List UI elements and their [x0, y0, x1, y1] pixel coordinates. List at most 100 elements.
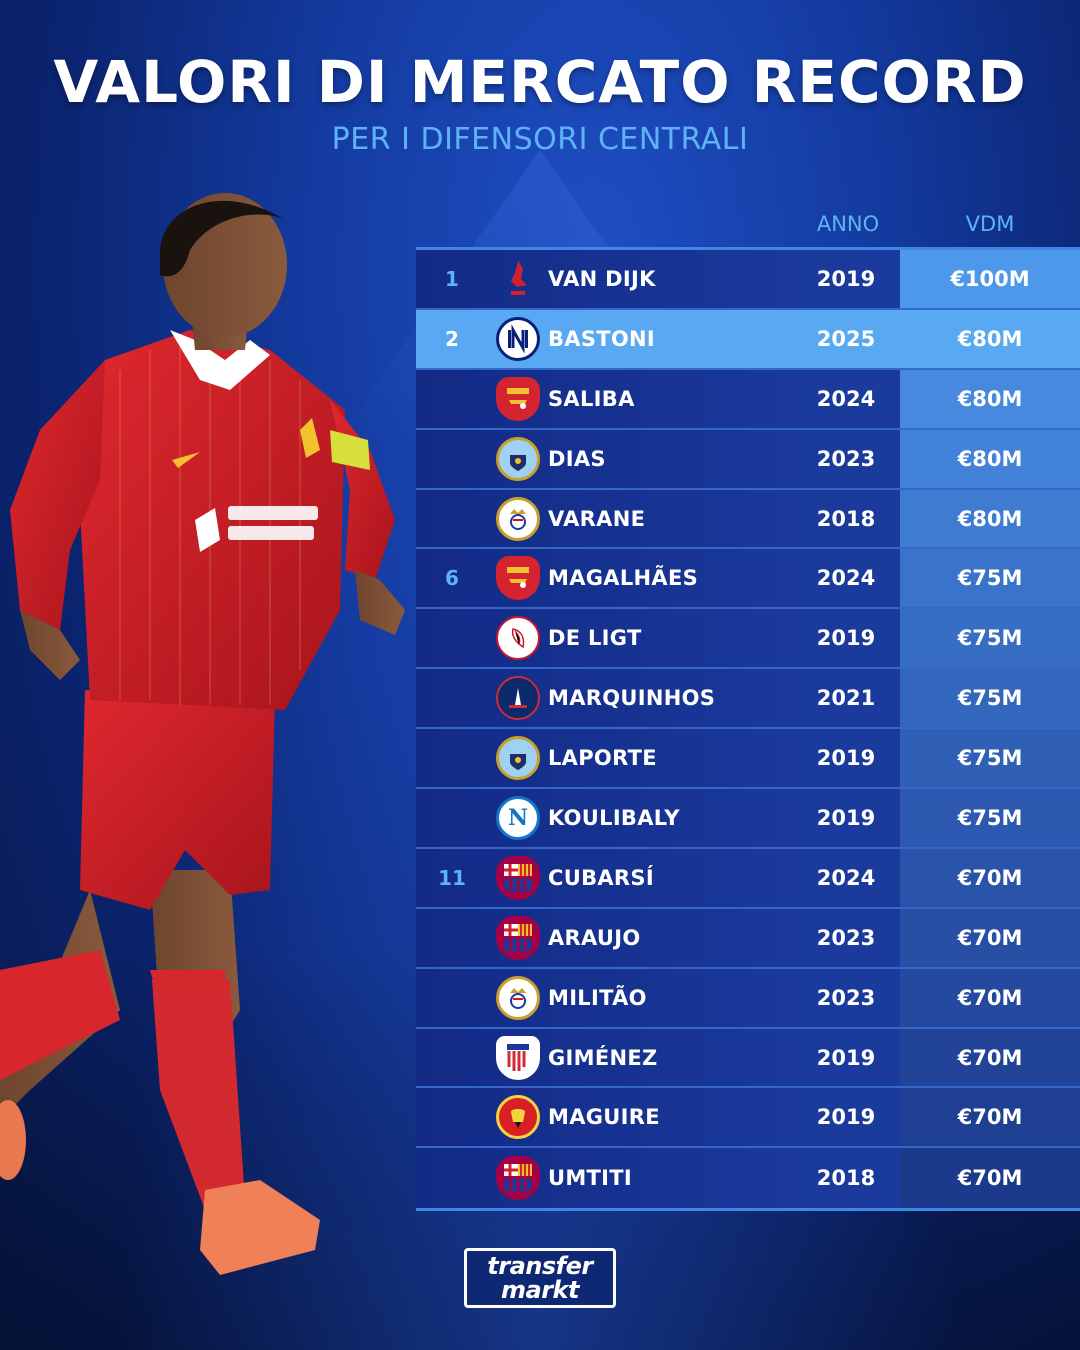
table-row: 1 VAN DIJK 2019 €100M	[416, 250, 1080, 310]
ajax-crest-icon	[496, 616, 540, 661]
psg-crest-icon	[496, 676, 540, 721]
barcelona-crest-icon	[496, 855, 540, 900]
year-value: 2019	[816, 626, 876, 651]
year-value: 2019	[816, 1105, 876, 1130]
ranking-table: 1 VAN DIJK 2019 €100M 2 BASTONI 2025 €80M SALIBA…	[416, 247, 1080, 1212]
barcelona-crest-icon	[496, 915, 540, 960]
player-name: MILITÃO	[548, 985, 647, 1010]
table-row: DIAS 2023 €80M	[416, 429, 1080, 490]
crest-wrap	[488, 491, 548, 547]
player-name: DIAS	[548, 446, 606, 471]
market-value: €80M	[900, 369, 1080, 428]
table-row: MARQUINHOS 2021 €75M	[416, 669, 1080, 730]
table-row: SALIBA 2024 €80M	[416, 369, 1080, 430]
table-row: MILITÃO 2023 €70M	[416, 968, 1080, 1029]
player-name: CUBARSÍ	[548, 865, 654, 890]
crest-wrap	[488, 970, 548, 1026]
crest-wrap	[488, 550, 548, 606]
rank-label: 2	[445, 326, 459, 351]
year-value: 2019	[816, 1045, 876, 1070]
year-value: 2021	[816, 686, 876, 711]
crest-wrap	[488, 850, 548, 906]
table-row: DE LIGT 2019 €75M	[416, 609, 1080, 670]
year-value: 2019	[816, 805, 876, 830]
market-value: €70M	[900, 848, 1080, 907]
player-illustration	[0, 193, 405, 1275]
table-row: VARANE 2018 €80M	[416, 489, 1080, 550]
crest-wrap	[488, 1030, 548, 1086]
column-header-anno: ANNO	[816, 212, 880, 236]
table-row: 2 BASTONI 2025 €80M	[416, 309, 1080, 370]
year-value: 2018	[816, 1166, 876, 1191]
market-value: €100M	[900, 250, 1080, 308]
year-value: 2023	[816, 985, 876, 1010]
year-value: 2023	[816, 446, 876, 471]
year-value: 2019	[816, 746, 876, 771]
manchester-city-crest-icon	[496, 436, 540, 481]
year-value: 2023	[816, 925, 876, 950]
table-row: MAGUIRE 2019 €70M	[416, 1088, 1080, 1149]
liverpool-crest-icon	[496, 257, 540, 301]
market-value: €75M	[900, 789, 1080, 847]
manchester-united-crest-icon	[496, 1095, 540, 1140]
market-value: €75M	[900, 669, 1080, 728]
inter-crest-icon	[496, 316, 540, 361]
page-title: VALORI DI MERCATO RECORD	[53, 48, 1027, 116]
table-row: 11 CUBARSÍ 2024 €70M	[416, 848, 1080, 909]
crest-wrap	[488, 1150, 548, 1206]
column-header-vdm: VDM	[965, 212, 1015, 236]
crest-wrap: N	[488, 790, 548, 846]
player-name: UMTITI	[548, 1166, 633, 1191]
player-name: MAGUIRE	[548, 1105, 660, 1130]
table-row: 6 MAGALHÃES 2024 €75M	[416, 549, 1080, 610]
player-name: SALIBA	[548, 386, 635, 411]
year-value: 2024	[816, 566, 876, 591]
crest-wrap	[488, 431, 548, 487]
player-name: VARANE	[548, 506, 646, 531]
arsenal-crest-icon	[496, 556, 540, 601]
player-name: LAPORTE	[548, 746, 657, 771]
market-value: €70M	[900, 908, 1080, 967]
year-value: 2025	[816, 326, 876, 351]
crest-wrap	[488, 610, 548, 666]
napoli-crest-icon: N	[496, 795, 540, 840]
crest-wrap	[488, 730, 548, 786]
player-name: DE LIGT	[548, 626, 642, 651]
transfermarkt-logo: transfer markt	[464, 1248, 616, 1308]
player-name: ARAUJO	[548, 925, 641, 950]
real-madrid-crest-icon	[496, 496, 540, 541]
barcelona-crest-icon	[496, 1156, 540, 1201]
player-name: MAGALHÃES	[548, 566, 699, 591]
crest-wrap	[488, 371, 548, 427]
manchester-city-crest-icon	[496, 736, 540, 781]
player-name: KOULIBALY	[548, 805, 680, 830]
rank-label: 1	[445, 266, 459, 291]
market-value: €70M	[900, 1088, 1080, 1147]
year-value: 2019	[816, 266, 876, 291]
crest-wrap	[488, 251, 548, 307]
market-value: €80M	[900, 309, 1080, 368]
player-name: VAN DIJK	[548, 266, 656, 291]
player-name: BASTONI	[548, 326, 656, 351]
rank-label: 6	[445, 566, 459, 591]
logo-line-transfer: transfer	[487, 1252, 593, 1280]
rank-label: 11	[438, 865, 466, 890]
table-row: GIMÉNEZ 2019 €70M	[416, 1028, 1080, 1089]
table-row: ARAUJO 2023 €70M	[416, 908, 1080, 969]
table-row: N KOULIBALY 2019 €75M	[416, 789, 1080, 849]
table-row: LAPORTE 2019 €75M	[416, 729, 1080, 790]
logo-line-markt: markt	[501, 1276, 579, 1304]
year-value: 2024	[816, 386, 876, 411]
market-value: €80M	[900, 489, 1080, 548]
market-value: €75M	[900, 549, 1080, 608]
player-name: MARQUINHOS	[548, 686, 716, 711]
market-value: €70M	[900, 1028, 1080, 1087]
real-madrid-crest-icon	[496, 975, 540, 1020]
year-value: 2018	[816, 506, 876, 531]
crest-wrap	[488, 670, 548, 726]
crest-wrap	[488, 311, 548, 367]
arsenal-crest-icon	[496, 376, 540, 421]
market-value: €70M	[900, 1148, 1080, 1209]
market-value: €75M	[900, 609, 1080, 668]
table-row: UMTITI 2018 €70M	[416, 1148, 1080, 1209]
